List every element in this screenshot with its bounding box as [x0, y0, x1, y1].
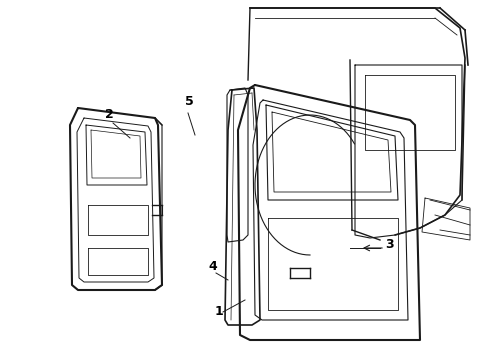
- Text: 3: 3: [385, 238, 393, 251]
- Text: 1: 1: [215, 305, 224, 318]
- Text: 2: 2: [105, 108, 114, 121]
- Text: 4: 4: [208, 260, 217, 273]
- Text: 5: 5: [185, 95, 194, 108]
